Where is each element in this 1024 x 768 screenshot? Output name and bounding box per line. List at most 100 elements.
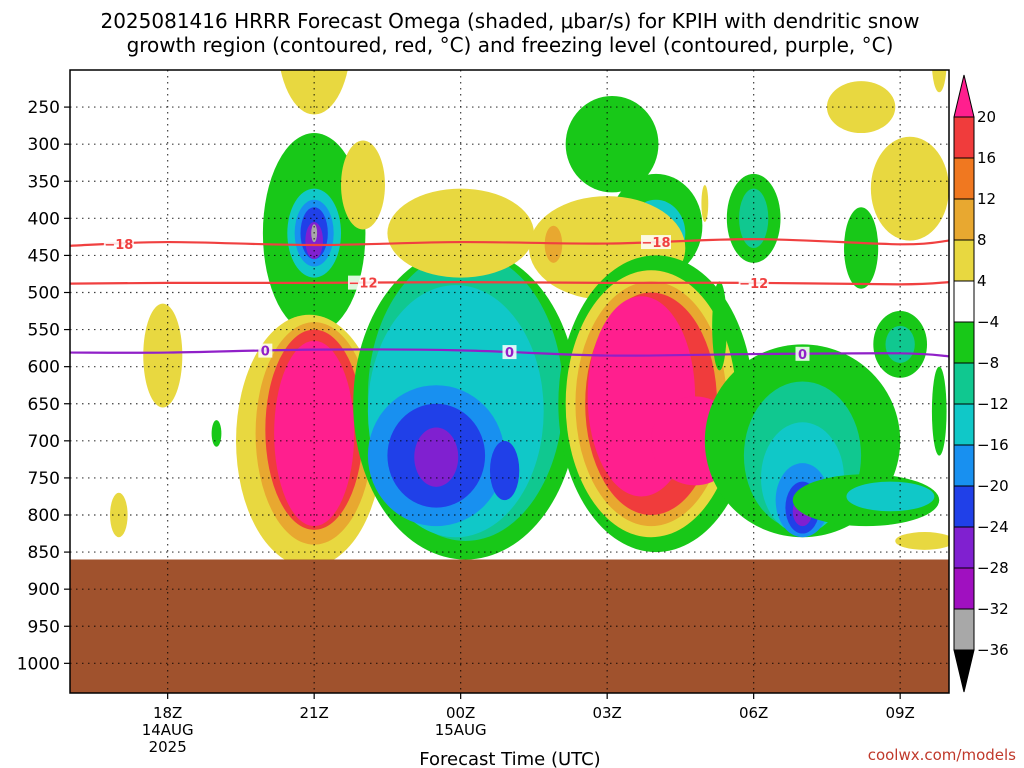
- colorbar-segment-8: [953, 403, 975, 446]
- omega-shading: [110, 70, 949, 567]
- colorbar-label-3: 8: [977, 231, 987, 249]
- colorbar-segment-3: [953, 198, 975, 241]
- y-tick-label-600: 600: [28, 358, 60, 378]
- colorbar-segment-9: [953, 444, 975, 487]
- colorbar-segment-1: [953, 116, 975, 159]
- y-tick-label-250: 250: [28, 98, 60, 118]
- colorbar-label-8: −16: [977, 436, 1009, 454]
- x-tick-label-4: 06Z: [739, 704, 768, 722]
- y-tick-label-850: 850: [28, 543, 60, 563]
- omega-region-19: [489, 440, 520, 501]
- omega-region-18: [414, 427, 459, 487]
- x-axis-label: Forecast Time (UTC): [419, 749, 600, 768]
- y-tick-label-750: 750: [28, 469, 60, 489]
- colorbar-label-13: −36: [977, 641, 1009, 659]
- y-tick-label-800: 800: [28, 506, 60, 526]
- x-tick-label-5: 09Z: [885, 704, 914, 722]
- contour-label-5: 0: [505, 346, 514, 361]
- terrain-ground: [70, 559, 949, 693]
- y-tick-label-1000: 1000: [17, 654, 60, 674]
- colorbar-segment-2: [953, 157, 975, 200]
- omega-region-34: [739, 188, 769, 248]
- contour-label-bg-1: [641, 235, 671, 250]
- y-tick-label-550: 550: [28, 321, 60, 341]
- x-tick-label-1: 21Z: [299, 704, 328, 722]
- contour-label-4: 0: [261, 345, 270, 360]
- y-tick-label-300: 300: [28, 135, 60, 155]
- y-tick-label-400: 400: [28, 209, 60, 229]
- colorbar-bottom-arrow: [953, 649, 975, 693]
- colorbar-segment-5: [953, 280, 975, 323]
- y-tick-label-650: 650: [28, 395, 60, 415]
- y-axis-pressure: 250 300 350 400 450 500 550 600 650 700 750 800 850 9…: [17, 98, 70, 674]
- contour-freezing-level-0: [70, 348, 949, 358]
- contour-label-bg-2: [348, 275, 378, 290]
- contour-dendritic-minus-18: [70, 237, 949, 247]
- colorbar-label-2: 12: [977, 190, 996, 208]
- x-tick-date-2: 15AUG: [435, 721, 487, 739]
- omega-region-1: [280, 70, 348, 115]
- contour-label-1: −18: [642, 236, 671, 251]
- colorbar-label-4: 4: [977, 272, 987, 290]
- omega-region-46: [844, 207, 879, 289]
- colorbar-segment-10: [953, 485, 975, 528]
- chart-title-line-1: 2025081416 HRRR Forecast Omega (shaded, …: [100, 9, 919, 33]
- omega-region-51: [895, 532, 949, 550]
- omega-region-54: [211, 420, 222, 447]
- x-tick-year-0: 2025: [149, 738, 187, 756]
- omega-region-44: [826, 81, 896, 134]
- omega-region-12: [274, 340, 355, 527]
- contour-label-6: 0: [798, 348, 807, 363]
- colorbar-label-7: −12: [977, 395, 1009, 413]
- colorbar-label-1: 16: [977, 149, 996, 167]
- colorbar-top-arrow: [953, 74, 975, 118]
- colorbar-label-12: −32: [977, 600, 1009, 618]
- y-tick-label-700: 700: [28, 432, 60, 452]
- omega-region-48: [885, 325, 915, 363]
- grid-lines: [70, 70, 949, 693]
- contour-label-3: −12: [739, 277, 768, 292]
- contour-label-2: −12: [349, 277, 378, 292]
- colorbar-segment-12: [953, 567, 975, 610]
- omega-region-35: [712, 281, 727, 371]
- colorbar-label-9: −20: [977, 477, 1009, 495]
- omega-region-45: [870, 136, 949, 241]
- contour-label-bg-0: [103, 236, 134, 251]
- credit-text: coolwx.com/models: [868, 746, 1016, 764]
- y-tick-label-950: 950: [28, 617, 60, 637]
- contour-label-0: −18: [104, 238, 133, 253]
- colorbar-label-11: −28: [977, 559, 1009, 577]
- omega-region-43: [846, 481, 935, 512]
- plot-frame: [69, 69, 950, 694]
- colorbar-label-0: 20: [977, 108, 996, 126]
- colorbar-segment-6: [953, 321, 975, 364]
- x-tick-label-2: 00Z: [446, 704, 475, 722]
- colorbar-segment-13: [953, 608, 975, 651]
- contour-label-bg-4: [258, 343, 273, 358]
- y-tick-label-450: 450: [28, 246, 60, 266]
- y-tick-label-350: 350: [28, 172, 60, 192]
- contour-label-bg-5: [502, 345, 517, 360]
- x-tick-date-0: 14AUG: [142, 721, 194, 739]
- colorbar-segment-11: [953, 526, 975, 569]
- y-tick-label-500: 500: [28, 284, 60, 304]
- omega-region-52: [143, 303, 183, 408]
- contour-label-bg-6: [795, 346, 810, 361]
- omega-colorbar: 20 16 12 8 4 −4 −8 −12 −16 −20 −24 −28 −32 −36: [953, 74, 1009, 693]
- omega-region-56: [701, 184, 709, 223]
- colorbar-label-6: −8: [977, 354, 999, 372]
- colorbar-segment-7: [953, 362, 975, 405]
- colorbar-label-5: −4: [977, 313, 999, 331]
- plot-area: −18 −18 −12 −12 0 0 0: [69, 69, 950, 694]
- x-tick-label-3: 03Z: [592, 704, 621, 722]
- contour-label-bg-3: [738, 275, 769, 290]
- omega-region-21: [565, 95, 659, 193]
- x-tick-label-0: 18Z: [153, 704, 182, 722]
- chart-title-line-2: growth region (contoured, red, °C) and f…: [127, 33, 894, 57]
- y-tick-label-900: 900: [28, 580, 60, 600]
- omega-region-49: [931, 366, 947, 456]
- temperature-contours: −18 −18 −12 −12 0 0 0: [70, 235, 949, 363]
- omega-region-50: [932, 70, 947, 93]
